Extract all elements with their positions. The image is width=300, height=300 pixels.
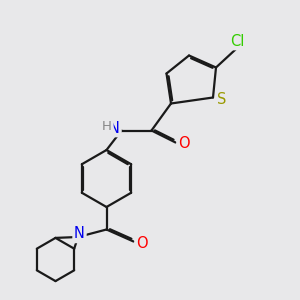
Text: O: O	[178, 136, 190, 152]
Text: H: H	[102, 120, 112, 134]
Text: N: N	[109, 121, 120, 136]
Text: Cl: Cl	[230, 34, 244, 49]
Text: O: O	[136, 236, 148, 250]
Text: N: N	[74, 226, 85, 242]
Text: S: S	[217, 92, 227, 106]
